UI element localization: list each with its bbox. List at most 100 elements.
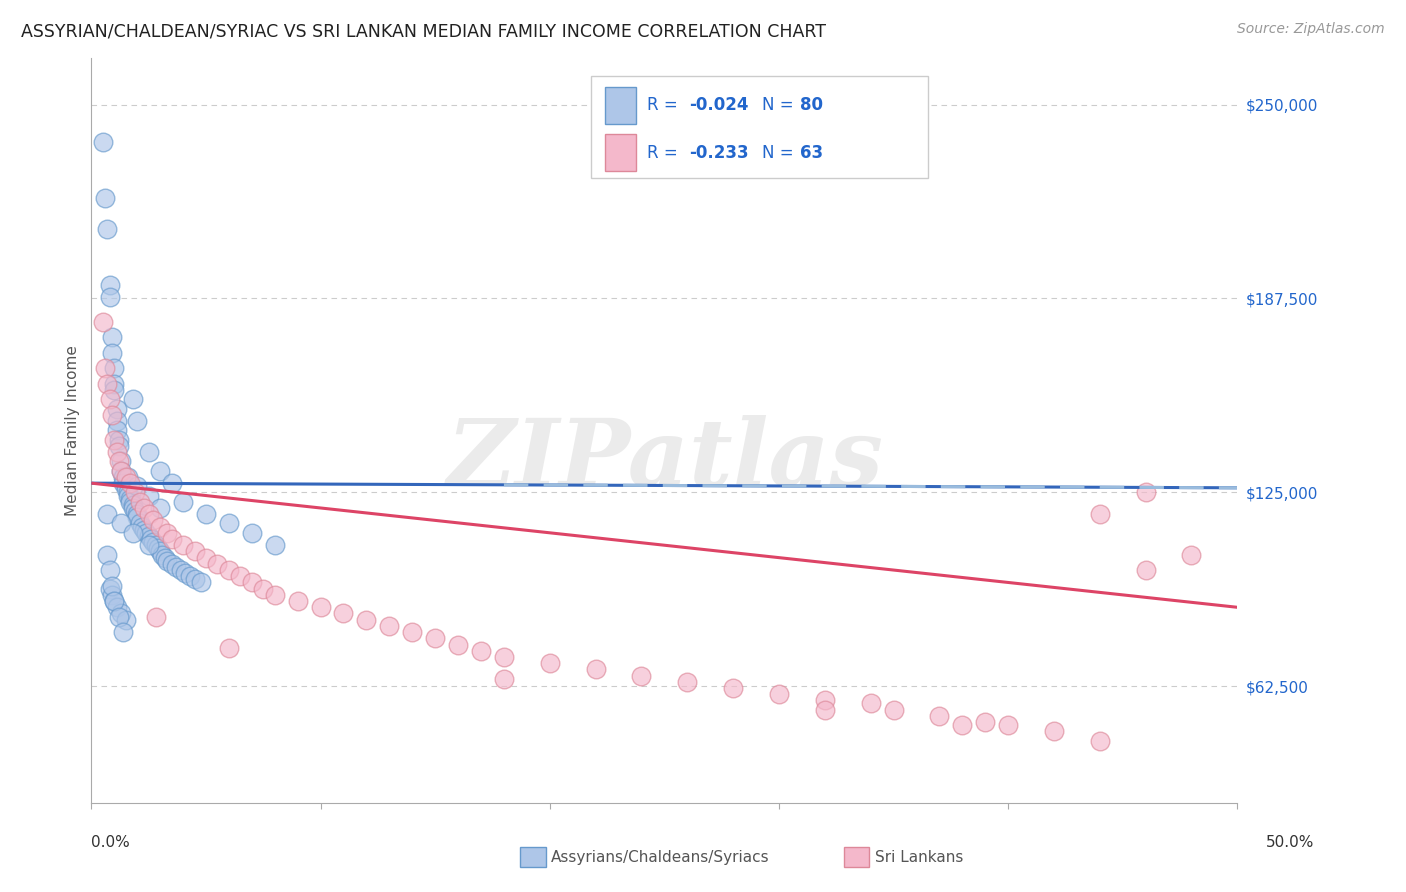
Point	[112, 470, 135, 484]
Point	[423, 632, 446, 646]
Point	[814, 693, 837, 707]
Point	[127, 479, 149, 493]
Point	[110, 464, 132, 478]
Point	[91, 315, 114, 329]
Point	[105, 600, 128, 615]
Point	[356, 613, 378, 627]
Point	[105, 414, 128, 428]
Point	[142, 513, 165, 527]
Point	[117, 485, 139, 500]
Text: ZIPatlas: ZIPatlas	[446, 415, 883, 505]
Point	[120, 495, 142, 509]
Point	[114, 479, 136, 493]
Point	[950, 718, 973, 732]
Point	[101, 330, 124, 344]
Point	[103, 383, 125, 397]
Point	[492, 649, 515, 664]
Point	[138, 507, 160, 521]
Y-axis label: Median Family Income: Median Family Income	[65, 345, 80, 516]
Text: R =: R =	[647, 96, 683, 114]
Point	[1088, 733, 1111, 747]
Point	[170, 563, 193, 577]
Point	[124, 485, 146, 500]
Point	[814, 703, 837, 717]
Point	[470, 644, 492, 658]
Point	[120, 476, 142, 491]
Point	[108, 609, 131, 624]
Text: Source: ZipAtlas.com: Source: ZipAtlas.com	[1237, 22, 1385, 37]
Point	[94, 361, 117, 376]
Point	[114, 470, 136, 484]
Point	[378, 619, 401, 633]
Point	[96, 507, 118, 521]
Point	[135, 525, 157, 540]
Point	[121, 498, 143, 512]
Text: -0.024: -0.024	[689, 96, 748, 114]
Point	[117, 470, 139, 484]
Point	[447, 638, 470, 652]
Point	[160, 476, 183, 491]
Point	[138, 445, 160, 459]
Point	[218, 640, 240, 655]
Point	[1180, 548, 1202, 562]
Point	[103, 594, 125, 608]
Point	[146, 541, 169, 556]
Point	[91, 135, 114, 149]
Point	[101, 578, 124, 592]
Point	[108, 454, 131, 468]
Point	[139, 532, 162, 546]
Point	[263, 538, 285, 552]
Text: -0.233: -0.233	[689, 144, 748, 161]
Point	[928, 709, 950, 723]
Point	[859, 697, 882, 711]
Point	[138, 529, 160, 543]
Point	[128, 495, 150, 509]
Point	[229, 569, 252, 583]
Point	[103, 376, 125, 391]
Point	[98, 290, 121, 304]
Point	[127, 510, 149, 524]
Point	[121, 525, 143, 540]
Point	[152, 548, 174, 562]
Text: N =: N =	[762, 96, 799, 114]
Point	[263, 588, 285, 602]
Point	[128, 516, 150, 531]
Point	[145, 538, 167, 552]
Point	[218, 563, 240, 577]
Point	[538, 656, 561, 670]
Point	[98, 582, 121, 596]
Point	[101, 408, 124, 422]
Point	[721, 681, 744, 695]
Text: R =: R =	[647, 144, 683, 161]
Point	[145, 609, 167, 624]
Point	[165, 560, 187, 574]
Point	[138, 538, 160, 552]
Point	[997, 718, 1019, 732]
Point	[149, 464, 172, 478]
Point	[1135, 485, 1157, 500]
Point	[108, 433, 131, 447]
Point	[121, 500, 143, 515]
Text: 50.0%: 50.0%	[1267, 836, 1315, 850]
Point	[149, 500, 172, 515]
Text: Sri Lankans: Sri Lankans	[875, 850, 963, 864]
Point	[98, 563, 121, 577]
Point	[138, 489, 160, 503]
Point	[132, 500, 155, 515]
Point	[142, 535, 165, 549]
Point	[114, 613, 136, 627]
Point	[492, 672, 515, 686]
Point	[401, 625, 423, 640]
Point	[110, 464, 132, 478]
Point	[124, 504, 146, 518]
Point	[103, 361, 125, 376]
Point	[183, 544, 205, 558]
Point	[974, 715, 997, 730]
Point	[174, 566, 197, 581]
Text: N =: N =	[762, 144, 799, 161]
Point	[127, 507, 149, 521]
Point	[96, 221, 118, 235]
Point	[630, 668, 652, 682]
Point	[332, 607, 354, 621]
Point	[156, 554, 179, 568]
